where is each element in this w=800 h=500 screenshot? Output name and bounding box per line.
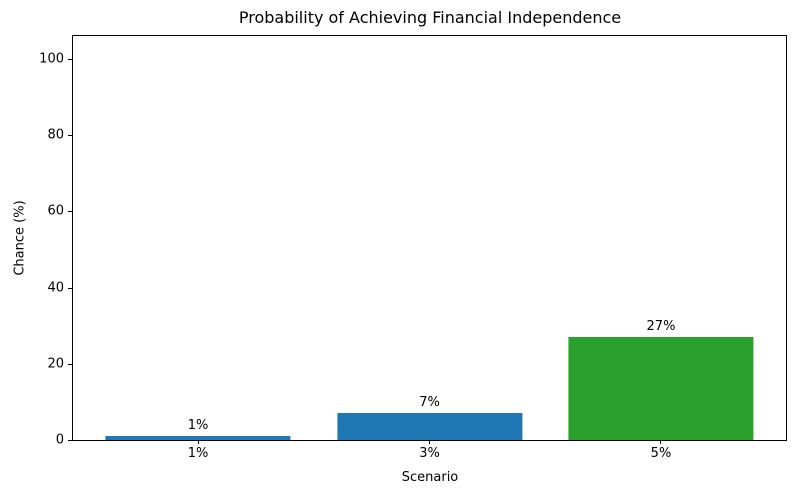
x-tick-label: 1% xyxy=(187,446,209,461)
x-axis-label: Scenario xyxy=(401,470,459,485)
y-tick-mark xyxy=(68,58,72,60)
x-tick-mark xyxy=(660,440,662,444)
chart-title: Probability of Achieving Financial Indep… xyxy=(238,8,622,27)
y-tick-label: 40 xyxy=(47,280,64,296)
plot-area: 0 20 40 60 80 100 1% 1% 7% 3% 27% 5% xyxy=(39,35,787,460)
y-tick-label: 100 xyxy=(39,51,64,67)
bar xyxy=(568,337,754,440)
bar-value-label: 7% xyxy=(419,395,440,411)
y-tick-mark xyxy=(68,287,72,289)
bar xyxy=(105,436,291,440)
bar-value-label: 1% xyxy=(187,418,209,434)
y-tick-mark xyxy=(68,135,72,137)
y-tick-label: 20 xyxy=(47,356,64,372)
y-tick-mark xyxy=(68,440,72,441)
y-tick-mark xyxy=(68,363,72,365)
bar-value-label: 27% xyxy=(646,319,676,335)
y-tick-label: 0 xyxy=(55,432,64,448)
y-tick-label: 80 xyxy=(47,127,64,143)
x-tick-label: 3% xyxy=(419,446,440,461)
x-tick-mark xyxy=(197,440,199,444)
y-axis-label: Chance (%) xyxy=(12,200,28,276)
x-tick-mark xyxy=(429,440,430,444)
y-tick-mark xyxy=(68,211,72,213)
bar xyxy=(336,413,523,440)
y-tick-label: 60 xyxy=(47,203,64,219)
x-tick-label: 5% xyxy=(650,446,672,461)
